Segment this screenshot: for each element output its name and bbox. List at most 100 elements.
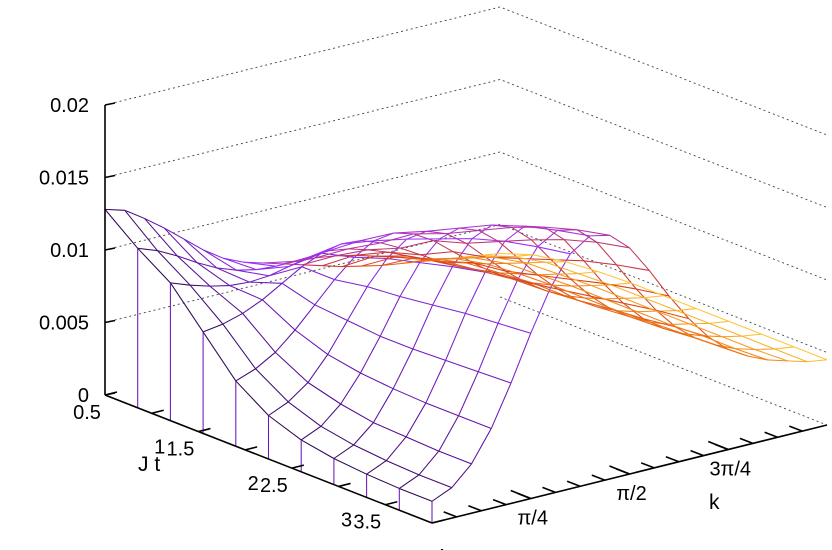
surface-segment: [405, 402, 427, 438]
surface-segment: [373, 232, 394, 242]
surface-column-line: [144, 218, 472, 465]
surface-segment: [537, 229, 558, 248]
surface-segment: [445, 313, 466, 361]
surface-segment: [558, 273, 579, 275]
surface-segment: [498, 241, 519, 259]
surface-segment: [531, 282, 552, 286]
surface-segment: [787, 360, 808, 363]
surface-segment: [353, 422, 374, 446]
surface-segment: [741, 333, 762, 337]
surface-segment: [576, 229, 598, 243]
surface-segment: [550, 253, 571, 288]
surface-segment: [262, 282, 283, 301]
z-tick-label: 0.01: [50, 240, 89, 262]
surface-segment: [689, 322, 710, 325]
k-minor-tick: [443, 511, 457, 518]
surface-segment: [623, 297, 644, 299]
k-tick: [707, 440, 729, 451]
surface-segment: [530, 287, 551, 334]
surface-segment: [623, 302, 644, 320]
k-minor-tick: [665, 456, 680, 463]
surface-column-line: [480, 254, 808, 363]
k-minor-tick: [542, 486, 556, 494]
surface-segment: [438, 415, 460, 452]
surface-segment: [603, 283, 624, 304]
k-tick: [510, 489, 532, 500]
surface-column-line: [381, 257, 709, 338]
x-tick: [338, 482, 351, 488]
surface-segment: [486, 262, 507, 265]
z-gridline: [104, 224, 828, 353]
surface-segment: [610, 282, 631, 286]
x-tick: [291, 464, 305, 469]
surface-segment: [635, 288, 657, 311]
surface-segment: [216, 267, 237, 271]
surface-segment: [348, 248, 368, 251]
surface-segment: [545, 261, 566, 263]
surface-segment: [510, 333, 532, 384]
surface-segment: [629, 247, 650, 271]
x-tick-label: 2: [248, 473, 259, 495]
x-tick-label: 4: [434, 546, 445, 550]
surface-segment: [709, 320, 729, 324]
k-tick: [609, 465, 630, 475]
surface-segment: [433, 240, 454, 253]
surface-segment: [235, 368, 256, 382]
surface-segment: [538, 273, 559, 276]
surface-segment: [591, 284, 612, 287]
x-axis-title: J t: [138, 453, 160, 476]
surface-column-line: [203, 249, 531, 334]
k-minor-tick: [566, 480, 581, 487]
surface-segment: [124, 209, 145, 219]
surface-segment: [551, 284, 572, 287]
surface-segment: [643, 295, 664, 299]
surface-segment: [754, 348, 775, 351]
surface-segment: [550, 259, 572, 280]
surface-column-line: [499, 252, 828, 361]
surface-segment: [676, 308, 697, 312]
surface-segment: [300, 425, 322, 441]
surface-column-line: [401, 258, 729, 350]
z-tick-label: 0.015: [39, 168, 89, 190]
x-tick: [385, 500, 398, 506]
surface-segment: [525, 261, 546, 264]
surface-segment: [320, 403, 342, 427]
surface-segment: [367, 249, 388, 253]
surface-segment: [458, 371, 479, 416]
surface-column-line: [163, 227, 492, 430]
x-tick: [431, 519, 445, 524]
surface-segment: [722, 335, 742, 338]
k-minor-tick: [468, 505, 482, 512]
surface-segment: [504, 225, 525, 242]
surface-segment: [196, 262, 217, 269]
x-tick-label: 1: [154, 436, 165, 458]
surface-segment: [616, 264, 637, 290]
surface-segment: [570, 278, 591, 297]
z-tick: [104, 102, 116, 106]
surface-segment: [506, 262, 526, 264]
chart-axes: [104, 102, 828, 524]
z-tick: [104, 174, 116, 179]
z-gridline: [104, 151, 828, 281]
surface-segment: [333, 444, 354, 459]
surface-segment: [268, 266, 290, 277]
surface-segment: [531, 239, 552, 260]
x-tick-label: 2.5: [260, 475, 288, 497]
surface-segment: [274, 329, 296, 353]
surface-segment: [255, 351, 276, 370]
surface-segment: [392, 348, 414, 389]
surface-segment: [412, 304, 434, 350]
surface-segment: [578, 271, 599, 275]
z-tick: [104, 247, 116, 251]
surface-segment: [203, 249, 224, 259]
surface-segment: [170, 282, 191, 286]
surface-column-line: [282, 226, 610, 265]
k-tick-label: 3π/4: [709, 459, 751, 481]
surface-segment: [314, 279, 335, 306]
surface-segment: [372, 388, 394, 423]
x-axis-line: [104, 394, 433, 524]
surface-segment: [451, 463, 472, 488]
chart-tick-labels: 0 0.005 0.01 0.015 0.02 0.5 11.5 22.5 33.5 4 π/4 π/…: [39, 95, 751, 550]
surface-segment: [617, 310, 637, 313]
